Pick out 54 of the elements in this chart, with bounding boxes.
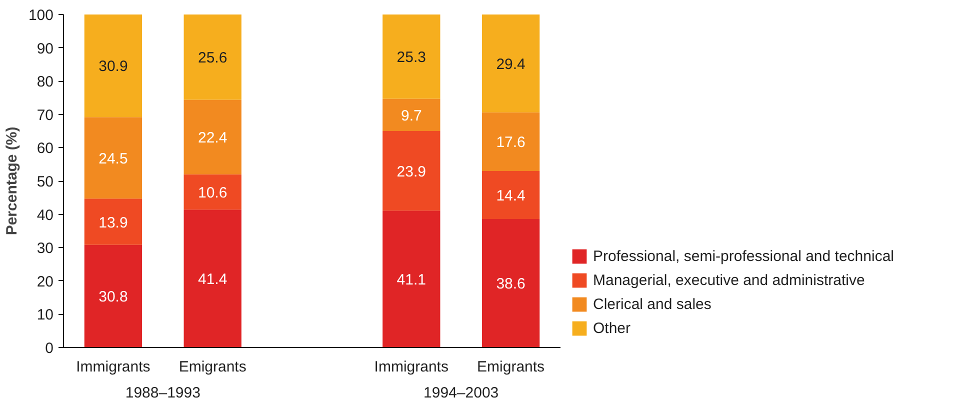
data-label: 24.5 — [98, 150, 128, 168]
bar — [382, 131, 440, 211]
y-tick-label: 20 — [36, 273, 54, 290]
data-label: 9.7 — [400, 107, 422, 124]
data-label: 41.1 — [396, 272, 426, 289]
bar — [84, 117, 142, 199]
bar — [184, 14, 242, 100]
bar — [482, 218, 540, 348]
data-label: 30.9 — [98, 58, 128, 76]
data-label: 38.6 — [496, 276, 526, 293]
bar — [482, 112, 540, 172]
y-axis-title: Percentage (%) — [3, 126, 20, 236]
bar — [84, 14, 142, 118]
y-tick-label: 70 — [36, 106, 54, 124]
x-tick-label: Emigrants — [178, 358, 246, 376]
y-tick-label: 60 — [36, 140, 54, 158]
bar — [382, 14, 440, 99]
text: 1994–2003 — [424, 384, 499, 402]
data-label: 10.6 — [198, 184, 228, 202]
bar — [382, 98, 440, 132]
bar — [482, 14, 540, 112]
data-label: 14.4 — [496, 187, 526, 204]
x-tick-label: Immigrants — [76, 358, 150, 376]
x-tick-label: Immigrants — [374, 358, 448, 376]
bar — [84, 198, 142, 245]
legend-label: Professional, semi-professional and technical — [593, 248, 894, 264]
y-tick-label: 100 — [28, 7, 54, 24]
bar — [84, 244, 142, 348]
data-label: 29.4 — [496, 56, 526, 73]
legend-label: Other — [593, 320, 631, 336]
y-tick-label: 30 — [36, 240, 54, 258]
data-label: 30.8 — [98, 288, 128, 306]
bar — [184, 100, 242, 174]
y-tick-label: 50 — [36, 174, 54, 190]
legend-label: Clerical and sales — [593, 296, 712, 312]
data-label: 22.4 — [198, 130, 228, 147]
y-tick-label: 80 — [36, 74, 54, 91]
bar — [482, 171, 540, 219]
bar — [184, 210, 242, 348]
legend-label: Managerial, executive and administrative — [593, 272, 865, 288]
y-tick-label: 90 — [36, 40, 54, 58]
data-label: 41.4 — [198, 271, 228, 288]
x-tick-label: Emigrants — [477, 358, 545, 376]
data-label: 25.3 — [396, 49, 426, 66]
y-tick-label: 0 — [45, 340, 54, 357]
bar — [382, 210, 440, 348]
text: 1988–1993 — [125, 384, 200, 402]
data-label: 23.9 — [396, 163, 426, 180]
bar — [184, 174, 242, 210]
y-tick-label: 10 — [36, 306, 54, 324]
data-label: 25.6 — [198, 50, 228, 67]
data-label: 13.9 — [98, 214, 128, 232]
y-tick-label: 40 — [36, 206, 54, 224]
data-label: 17.6 — [496, 134, 526, 152]
